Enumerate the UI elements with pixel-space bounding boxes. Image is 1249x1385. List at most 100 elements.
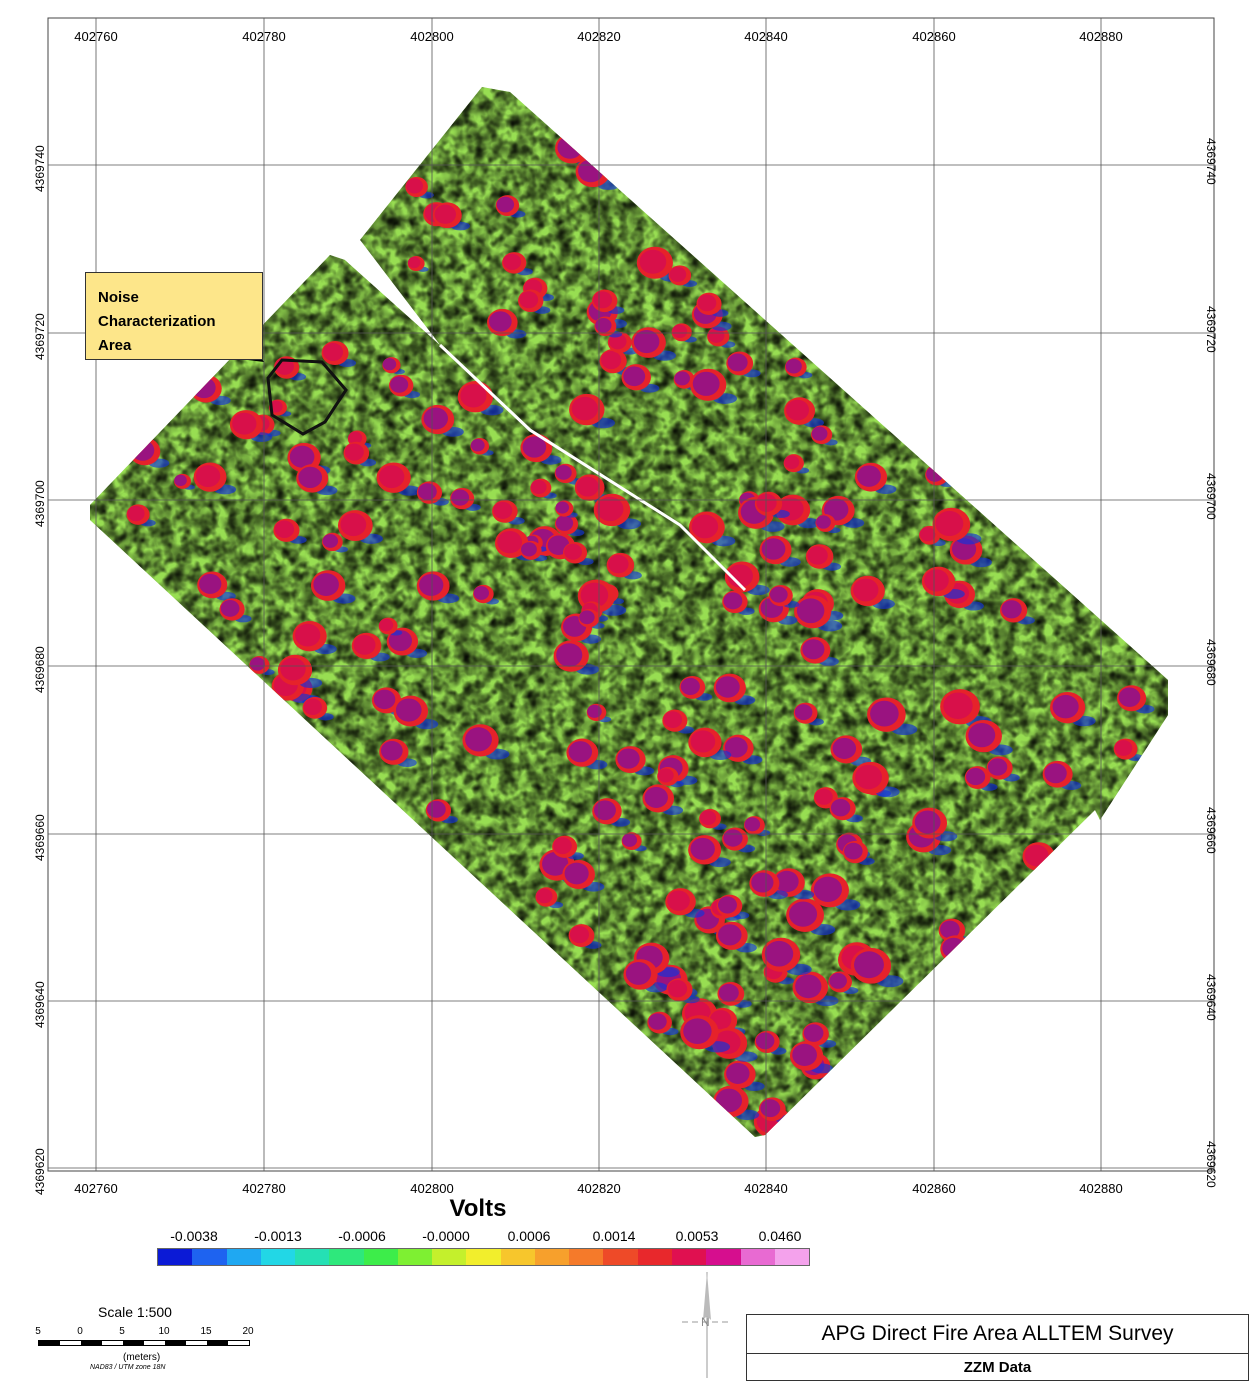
- x-tick-label: 402800: [410, 29, 454, 44]
- callout-line: Characterization: [98, 313, 216, 330]
- anomaly-marker: [680, 1015, 731, 1053]
- anomaly-marker: [351, 632, 390, 662]
- anomaly-marker: [552, 835, 584, 860]
- legend-swatch: [329, 1249, 364, 1265]
- anomaly-marker: [794, 595, 843, 632]
- anomaly-marker: [520, 540, 548, 562]
- anomaly-marker: [174, 473, 195, 490]
- y-tick-label: 4369720: [1204, 306, 1218, 353]
- x-tick-label: 402860: [912, 29, 956, 44]
- anomaly-marker: [566, 738, 608, 770]
- map-title: APG Direct Fire Area ALLTEM Survey: [747, 1315, 1248, 1354]
- legend-swatch: [158, 1249, 193, 1265]
- anomaly-marker: [197, 571, 236, 601]
- anomaly-marker: [829, 797, 863, 823]
- anomaly-marker: [690, 368, 738, 404]
- anomaly-marker: [724, 561, 770, 596]
- legend-tick-label: 0.0053: [675, 1228, 719, 1244]
- y-tick-label: 4369660: [33, 814, 47, 861]
- y-tick-label: 4369700: [33, 480, 47, 527]
- anomaly-marker: [940, 935, 980, 966]
- x-tick-label: 402760: [74, 1181, 118, 1196]
- legend-tick-label: -0.0038: [170, 1228, 218, 1244]
- anomaly-marker: [554, 513, 585, 537]
- anomaly-marker: [586, 703, 612, 723]
- anomaly-marker: [850, 947, 904, 988]
- anomaly-marker: [126, 504, 156, 527]
- scale-number: 15: [200, 1326, 212, 1337]
- anomaly-marker: [405, 176, 434, 199]
- x-tick-label: 402860: [912, 1181, 956, 1196]
- anomaly-marker: [591, 289, 625, 314]
- anomaly-marker: [343, 441, 377, 467]
- anomaly-marker: [964, 766, 998, 791]
- anomaly-marker: [986, 756, 1020, 782]
- scale-number: 10: [158, 1326, 170, 1337]
- noise-characterization-callout: Noise Characterization Area: [85, 272, 263, 360]
- anomaly-marker: [805, 544, 842, 571]
- x-tick-label: 402800: [410, 1181, 454, 1196]
- x-tick-label: 402780: [242, 29, 286, 44]
- x-tick-label: 402760: [74, 29, 118, 44]
- anomaly-marker: [1042, 760, 1082, 790]
- legend-swatch: [740, 1249, 775, 1265]
- legend-swatch: [603, 1249, 638, 1265]
- y-tick-label: 4369660: [1204, 807, 1218, 854]
- anomaly-marker: [578, 609, 605, 629]
- y-tick-label: 4369620: [33, 1148, 47, 1195]
- anomaly-marker: [473, 584, 499, 605]
- anomaly-marker: [457, 381, 504, 416]
- anomaly-marker: [450, 487, 481, 511]
- anomaly-marker: [784, 397, 824, 428]
- legend-tick-label: -0.0013: [254, 1228, 302, 1244]
- anomaly-marker: [688, 511, 736, 547]
- anomaly-marker: [679, 675, 713, 701]
- anomaly-marker: [715, 921, 757, 953]
- anomaly-marker: [772, 868, 815, 900]
- anomaly-marker: [668, 265, 698, 287]
- legend-swatch: [295, 1249, 330, 1265]
- anomaly-marker: [850, 575, 895, 609]
- anomaly-marker: [273, 518, 307, 544]
- anomaly-marker: [249, 656, 275, 676]
- y-tick-label: 4369740: [1204, 138, 1218, 185]
- scale-unit: (meters): [123, 1352, 161, 1363]
- legend-swatch: [671, 1249, 707, 1265]
- x-tick-label: 402820: [577, 29, 621, 44]
- y-tick-label: 4369740: [33, 145, 47, 192]
- y-tick-label: 4369700: [1204, 473, 1218, 520]
- anomaly-marker: [219, 598, 252, 623]
- legend-swatch: [500, 1249, 535, 1265]
- anomaly-marker: [378, 617, 403, 636]
- anomaly-marker: [665, 888, 705, 918]
- y-tick-label: 4369720: [33, 313, 47, 360]
- anomaly-marker: [520, 433, 562, 465]
- y-tick-label: 4369620: [1204, 1141, 1218, 1188]
- scale-number: 5: [35, 1326, 41, 1337]
- anomaly-marker: [671, 323, 697, 343]
- anomaly-marker: [382, 357, 405, 375]
- anomaly-marker: [268, 399, 292, 417]
- legend-swatch: [192, 1249, 227, 1265]
- anomaly-marker: [696, 292, 729, 317]
- anomaly-marker: [292, 620, 337, 655]
- legend-swatch: [534, 1249, 570, 1265]
- anomaly-marker: [421, 404, 464, 437]
- anomaly-marker: [495, 195, 526, 218]
- anomaly-marker: [784, 357, 813, 379]
- anomaly-marker: [636, 246, 684, 282]
- anomaly-marker: [716, 894, 750, 920]
- x-tick-label: 402840: [744, 1181, 788, 1196]
- anomaly-marker: [593, 493, 642, 530]
- anomaly-marker: [568, 924, 602, 949]
- anomaly-marker: [193, 462, 237, 495]
- anomaly-marker: [1116, 685, 1155, 714]
- anomaly-marker: [793, 702, 824, 726]
- legend-swatch: [397, 1249, 433, 1265]
- anomaly-marker: [553, 640, 600, 675]
- x-tick-label: 402880: [1079, 1181, 1123, 1196]
- anomaly-marker: [999, 598, 1035, 625]
- anomaly-marker: [754, 1030, 787, 1055]
